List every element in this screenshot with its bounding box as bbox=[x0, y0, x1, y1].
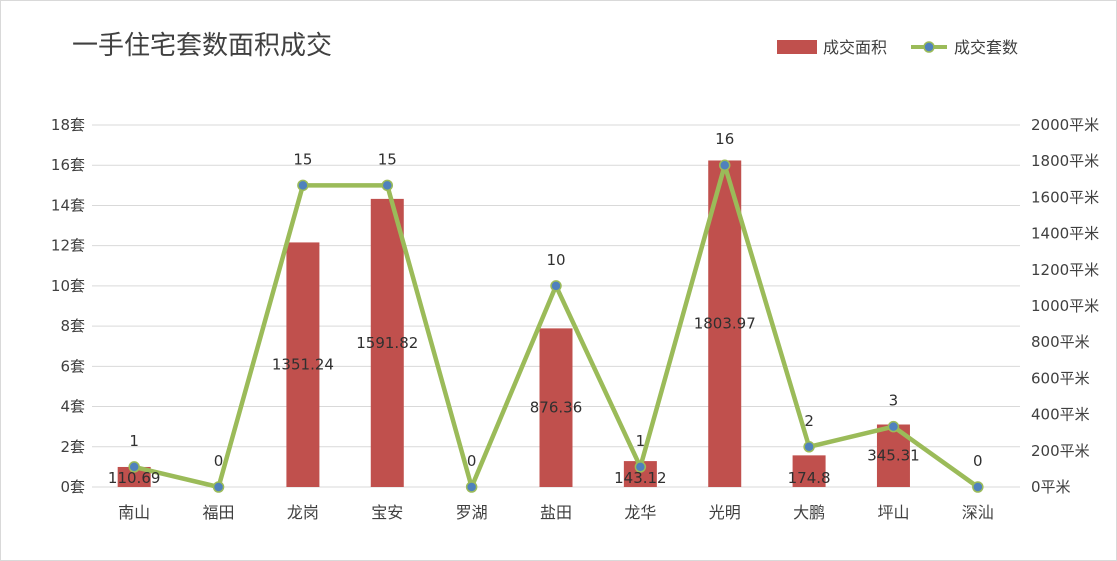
left-tick-label: 12套 bbox=[51, 237, 85, 255]
chart-title: 一手住宅套数面积成交 bbox=[72, 31, 332, 61]
line-point-宝安 bbox=[381, 179, 394, 192]
right-tick-label: 1200平米 bbox=[1031, 261, 1099, 279]
line-data-label: 0 bbox=[214, 452, 224, 470]
legend: 成交面积 成交套数 bbox=[777, 38, 1018, 57]
bar-series bbox=[117, 160, 910, 487]
bar-data-label: 1591.82 bbox=[356, 334, 418, 352]
category-label: 大鹏 bbox=[793, 503, 825, 522]
bar-data-label: 345.31 bbox=[867, 447, 920, 465]
left-axis: 0套 2套 4套 6套 8套 10套 12套 14套 16套 18套 bbox=[51, 116, 85, 496]
legend-bar-swatch bbox=[777, 40, 817, 54]
line-data-label: 0 bbox=[467, 452, 477, 470]
line-data-label: 3 bbox=[889, 392, 899, 410]
left-tick-label: 2套 bbox=[60, 438, 85, 456]
line-point-坪山 bbox=[887, 420, 900, 433]
bar-data-label: 110.69 bbox=[108, 469, 161, 487]
bar-龙岗 bbox=[286, 242, 320, 487]
left-tick-label: 8套 bbox=[60, 317, 85, 335]
line-data-label: 1 bbox=[636, 432, 646, 450]
left-tick-label: 0套 bbox=[60, 478, 85, 496]
legend-bar-label: 成交面积 bbox=[823, 38, 887, 57]
line-point-罗湖 bbox=[465, 481, 478, 493]
left-tick-label: 18套 bbox=[51, 116, 85, 134]
bar-data-label: 143.12 bbox=[614, 469, 667, 487]
line-point-光明 bbox=[718, 159, 731, 171]
bar-大鹏 bbox=[792, 455, 826, 487]
category-label: 盐田 bbox=[540, 503, 572, 522]
gridlines bbox=[92, 124, 1020, 488]
line-data-label: 15 bbox=[378, 150, 397, 168]
left-tick-label: 16套 bbox=[51, 156, 85, 174]
category-label: 光明 bbox=[709, 503, 741, 522]
line-data-label: 15 bbox=[293, 150, 312, 168]
category-label: 福田 bbox=[203, 503, 235, 522]
bar-盐田 bbox=[539, 328, 573, 487]
line-data-label: 10 bbox=[546, 251, 565, 269]
line-data-label: 16 bbox=[715, 130, 734, 148]
left-tick-label: 10套 bbox=[51, 277, 85, 295]
right-tick-label: 400平米 bbox=[1031, 406, 1090, 424]
line-point-南山 bbox=[128, 461, 140, 473]
bar-data-label: 174.8 bbox=[788, 469, 831, 487]
line-data-label: 0 bbox=[973, 452, 983, 470]
line-series bbox=[128, 159, 984, 493]
line-point-深汕 bbox=[972, 481, 984, 493]
left-tick-label: 14套 bbox=[51, 196, 85, 214]
right-axis: 0平米 200平米 400平米 600平米 800平米 1000平米 1200平米 1400平… bbox=[1031, 116, 1099, 496]
category-label: 宝安 bbox=[371, 503, 403, 522]
right-tick-label: 1600平米 bbox=[1031, 188, 1099, 206]
line-point-盐田 bbox=[550, 280, 562, 292]
line-point-龙华 bbox=[634, 461, 647, 473]
bar-data-label: 1803.97 bbox=[694, 315, 756, 333]
bar-data-labels: 110.69 1351.24 1591.82 876.36 143.12 1803.97 1… bbox=[108, 315, 920, 487]
line-point-福田 bbox=[212, 481, 225, 493]
category-label: 罗湖 bbox=[456, 503, 488, 522]
right-tick-label: 600平米 bbox=[1031, 369, 1090, 387]
line-data-label: 2 bbox=[804, 412, 814, 430]
bar-光明 bbox=[708, 160, 742, 487]
line-point-龙岗 bbox=[297, 179, 309, 192]
left-tick-label: 6套 bbox=[60, 357, 85, 375]
bar-data-label: 1351.24 bbox=[272, 356, 334, 374]
category-axis: 南山 福田 龙岗 宝安 罗湖 盐田 龙华 光明 大鹏 坪山 深汕 bbox=[118, 503, 994, 522]
right-tick-label: 800平米 bbox=[1031, 333, 1090, 351]
category-label: 坪山 bbox=[877, 503, 909, 522]
left-tick-label: 4套 bbox=[60, 398, 85, 416]
bar-data-label: 876.36 bbox=[530, 399, 583, 417]
line-data-label: 1 bbox=[129, 432, 139, 450]
legend-line-marker bbox=[923, 41, 935, 53]
right-tick-label: 0平米 bbox=[1031, 478, 1071, 496]
right-tick-label: 1400平米 bbox=[1031, 225, 1099, 243]
right-tick-label: 1000平米 bbox=[1031, 297, 1099, 315]
right-tick-label: 200平米 bbox=[1031, 442, 1090, 460]
category-label: 深汕 bbox=[962, 503, 994, 522]
right-tick-label: 2000平米 bbox=[1031, 116, 1099, 134]
bar-宝安 bbox=[370, 198, 404, 487]
category-label: 龙华 bbox=[624, 503, 656, 522]
legend-line-label: 成交套数 bbox=[954, 38, 1018, 57]
category-label: 龙岗 bbox=[287, 503, 319, 522]
right-tick-label: 1800平米 bbox=[1031, 152, 1099, 170]
line-point-大鹏 bbox=[803, 441, 815, 453]
bar-南山 bbox=[117, 466, 151, 487]
category-label: 南山 bbox=[118, 503, 150, 522]
